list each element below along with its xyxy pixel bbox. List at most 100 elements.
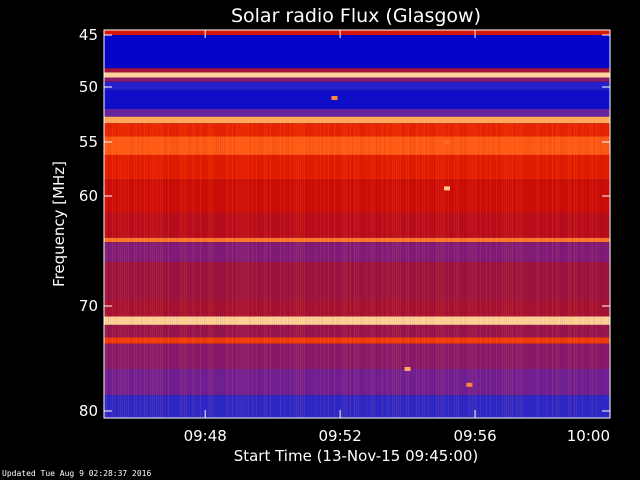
noise-streak: [172, 123, 173, 418]
noise-streak: [380, 123, 381, 418]
noise-streak: [318, 123, 319, 418]
noise-streak: [250, 123, 251, 418]
noise-streak: [358, 123, 359, 418]
noise-streak: [124, 123, 125, 418]
plot-area: [104, 30, 610, 418]
noise-streak: [406, 123, 407, 418]
noise-streak: [472, 123, 473, 418]
noise-streak: [502, 123, 503, 418]
noise-streak: [196, 123, 197, 418]
noise-streak: [580, 123, 581, 418]
noise-streak: [262, 123, 263, 418]
noise-streak: [372, 123, 373, 418]
noise-streak: [336, 123, 337, 418]
noise-streak: [320, 123, 321, 418]
noise-streak: [194, 123, 195, 418]
noise-streak: [222, 123, 223, 418]
noise-streak: [470, 123, 471, 418]
noise-streak: [394, 123, 395, 418]
noise-streak: [122, 123, 123, 418]
noise-streak: [142, 123, 143, 418]
updated-timestamp: Updated Tue Aug 9 02:28:37 2016: [2, 469, 152, 478]
noise-streak: [586, 123, 587, 418]
noise-streak: [234, 123, 235, 418]
noise-streak: [588, 123, 589, 418]
noise-streak: [548, 123, 549, 418]
noise-streak: [352, 123, 353, 418]
noise-streak: [152, 123, 153, 418]
noise-streak: [370, 123, 371, 418]
spectrum-band: [104, 300, 610, 317]
spectrum-band: [104, 212, 610, 238]
spectrum-band: [104, 262, 610, 301]
noise-streak: [246, 123, 247, 418]
noise-streak: [204, 123, 205, 418]
noise-streak: [534, 123, 535, 418]
noise-streak: [330, 123, 331, 418]
noise-streak: [510, 123, 511, 418]
noise-streak: [598, 123, 599, 418]
y-tick-label: 55: [79, 133, 98, 151]
noise-streak: [108, 123, 109, 418]
noise-streak: [328, 123, 329, 418]
noise-streak: [170, 123, 171, 418]
noise-streak: [458, 123, 459, 418]
noise-streak: [498, 123, 499, 418]
noise-streak: [226, 123, 227, 418]
noise-streak: [386, 123, 387, 418]
noise-streak: [244, 123, 245, 418]
noise-streak: [546, 123, 547, 418]
spectrum-band: [104, 81, 610, 91]
noise-streak: [374, 123, 375, 418]
noise-streak: [476, 123, 477, 418]
noise-streak: [440, 123, 441, 418]
noise-streak: [316, 123, 317, 418]
noise-streak: [400, 123, 401, 418]
noise-streak: [524, 123, 525, 418]
noise-streak: [210, 123, 211, 418]
noise-streak: [450, 123, 451, 418]
noise-streak: [378, 123, 379, 418]
noise-streak: [382, 123, 383, 418]
noise-streak: [282, 123, 283, 418]
noise-streak: [480, 123, 481, 418]
noise-streak: [292, 123, 293, 418]
spectrum-band: [104, 343, 610, 369]
noise-streak: [418, 123, 419, 418]
noise-streak: [460, 123, 461, 418]
noise-streak: [294, 123, 295, 418]
noise-streak: [312, 123, 313, 418]
noise-streak: [224, 123, 225, 418]
noise-streak: [248, 123, 249, 418]
spectrum-band: [104, 154, 610, 180]
noise-streak: [514, 123, 515, 418]
noise-streak: [522, 123, 523, 418]
noise-streak: [164, 123, 165, 418]
noise-streak: [254, 123, 255, 418]
noise-streak: [486, 123, 487, 418]
noise-streak: [576, 123, 577, 418]
noise-streak: [232, 123, 233, 418]
noise-streak: [402, 123, 403, 418]
noise-streak: [114, 123, 115, 418]
noise-streak: [354, 123, 355, 418]
noise-streak: [410, 123, 411, 418]
noise-streak: [484, 123, 485, 418]
spectrum-band: [104, 136, 610, 155]
noise-streak: [266, 123, 267, 418]
x-axis-label: Start Time (13-Nov-15 09:45:00): [234, 447, 479, 465]
noise-streak: [304, 123, 305, 418]
noise-streak: [528, 123, 529, 418]
noise-streak: [468, 123, 469, 418]
noise-streak: [604, 123, 605, 418]
noise-streak: [106, 123, 107, 418]
noise-streak: [214, 123, 215, 418]
noise-streak: [258, 123, 259, 418]
noise-streak: [178, 123, 179, 418]
noise-streak: [238, 123, 239, 418]
noise-streak: [138, 123, 139, 418]
noise-streak: [338, 123, 339, 418]
noise-streak: [422, 123, 423, 418]
noise-streak: [160, 123, 161, 418]
x-tick-label: 10:00: [567, 427, 610, 445]
